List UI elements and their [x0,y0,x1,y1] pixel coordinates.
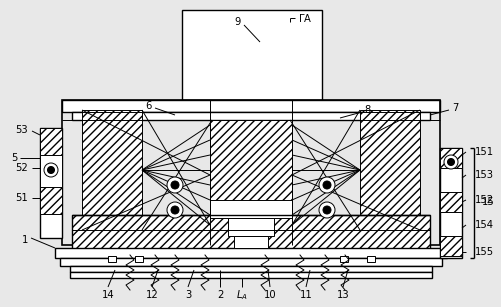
Text: 155: 155 [473,247,492,257]
Text: 12: 12 [145,290,158,300]
Circle shape [318,177,334,193]
Bar [40,186,62,214]
Bar [40,155,62,187]
Circle shape [171,181,179,189]
Bar [62,100,439,112]
Circle shape [322,206,330,214]
Bar [439,236,461,256]
Bar [135,256,143,262]
Bar [60,258,441,266]
Text: 6: 6 [144,101,151,111]
Text: 13: 13 [336,290,349,300]
Bar [70,266,431,272]
Bar [70,272,431,278]
Bar [82,110,142,230]
Text: $\Gamma$A: $\Gamma$A [297,12,312,24]
Text: 51: 51 [16,193,29,203]
Circle shape [446,158,453,165]
Bar [227,218,274,236]
Text: 1: 1 [22,235,28,245]
Bar [72,112,429,120]
Circle shape [322,181,330,189]
Bar [108,256,116,262]
Text: 53: 53 [16,125,28,135]
Bar [55,248,446,258]
Text: 10: 10 [263,290,276,300]
Bar [72,215,429,250]
Text: 154: 154 [473,220,492,230]
Bar [233,236,268,248]
Text: 2: 2 [216,290,223,300]
Circle shape [167,177,183,193]
Bar [439,192,461,212]
Bar [40,128,62,156]
Text: 8: 8 [364,105,370,115]
Text: 14: 14 [102,290,114,300]
Bar [209,200,292,218]
Text: 3: 3 [184,290,191,300]
Circle shape [48,166,55,173]
Circle shape [44,163,58,177]
Text: 11: 11 [299,290,312,300]
Text: 52: 52 [16,163,29,173]
Circle shape [318,202,334,218]
Bar [182,10,321,100]
Text: 9: 9 [234,17,240,27]
Bar [439,148,461,168]
Bar [40,128,62,238]
Circle shape [443,155,457,169]
Circle shape [171,206,179,214]
Bar [339,256,347,262]
Text: 7: 7 [451,103,457,113]
Text: 153: 153 [473,170,492,180]
Text: 152: 152 [473,195,492,205]
Text: 5: 5 [11,153,17,163]
Bar [439,148,461,258]
Text: $L_A$: $L_A$ [235,288,247,302]
Text: 15: 15 [480,197,493,207]
Text: 151: 151 [473,147,492,157]
Bar [209,120,292,230]
Bar [366,256,374,262]
Circle shape [167,202,183,218]
Bar [72,215,429,250]
Bar [62,100,439,245]
Bar [359,110,419,230]
